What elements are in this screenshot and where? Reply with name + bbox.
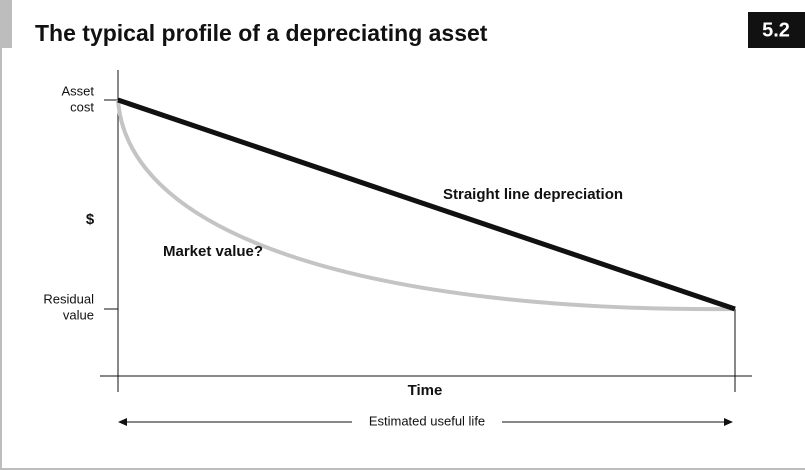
straight-line (117, 97, 736, 312)
badge (748, 12, 805, 48)
title: The typical profile of a depreciating as… (35, 20, 488, 46)
span-label: Estimated useful life (369, 413, 485, 428)
y-mark-label: value (63, 307, 94, 322)
annotation: Market value? (163, 243, 263, 260)
y-mark-label: Residual (43, 291, 94, 306)
arrow-head (118, 418, 127, 426)
accent-bar (0, 0, 12, 48)
badge-text: 5.2 (762, 19, 790, 41)
y-mark-label: cost (70, 99, 94, 114)
y-axis-label: $ (86, 211, 95, 228)
y-mark-label: Asset (61, 83, 94, 98)
market-curve (116, 99, 736, 312)
x-axis-label: Time (408, 382, 443, 399)
arrow-head (724, 418, 733, 426)
annotation: Straight line depreciation (443, 186, 623, 203)
